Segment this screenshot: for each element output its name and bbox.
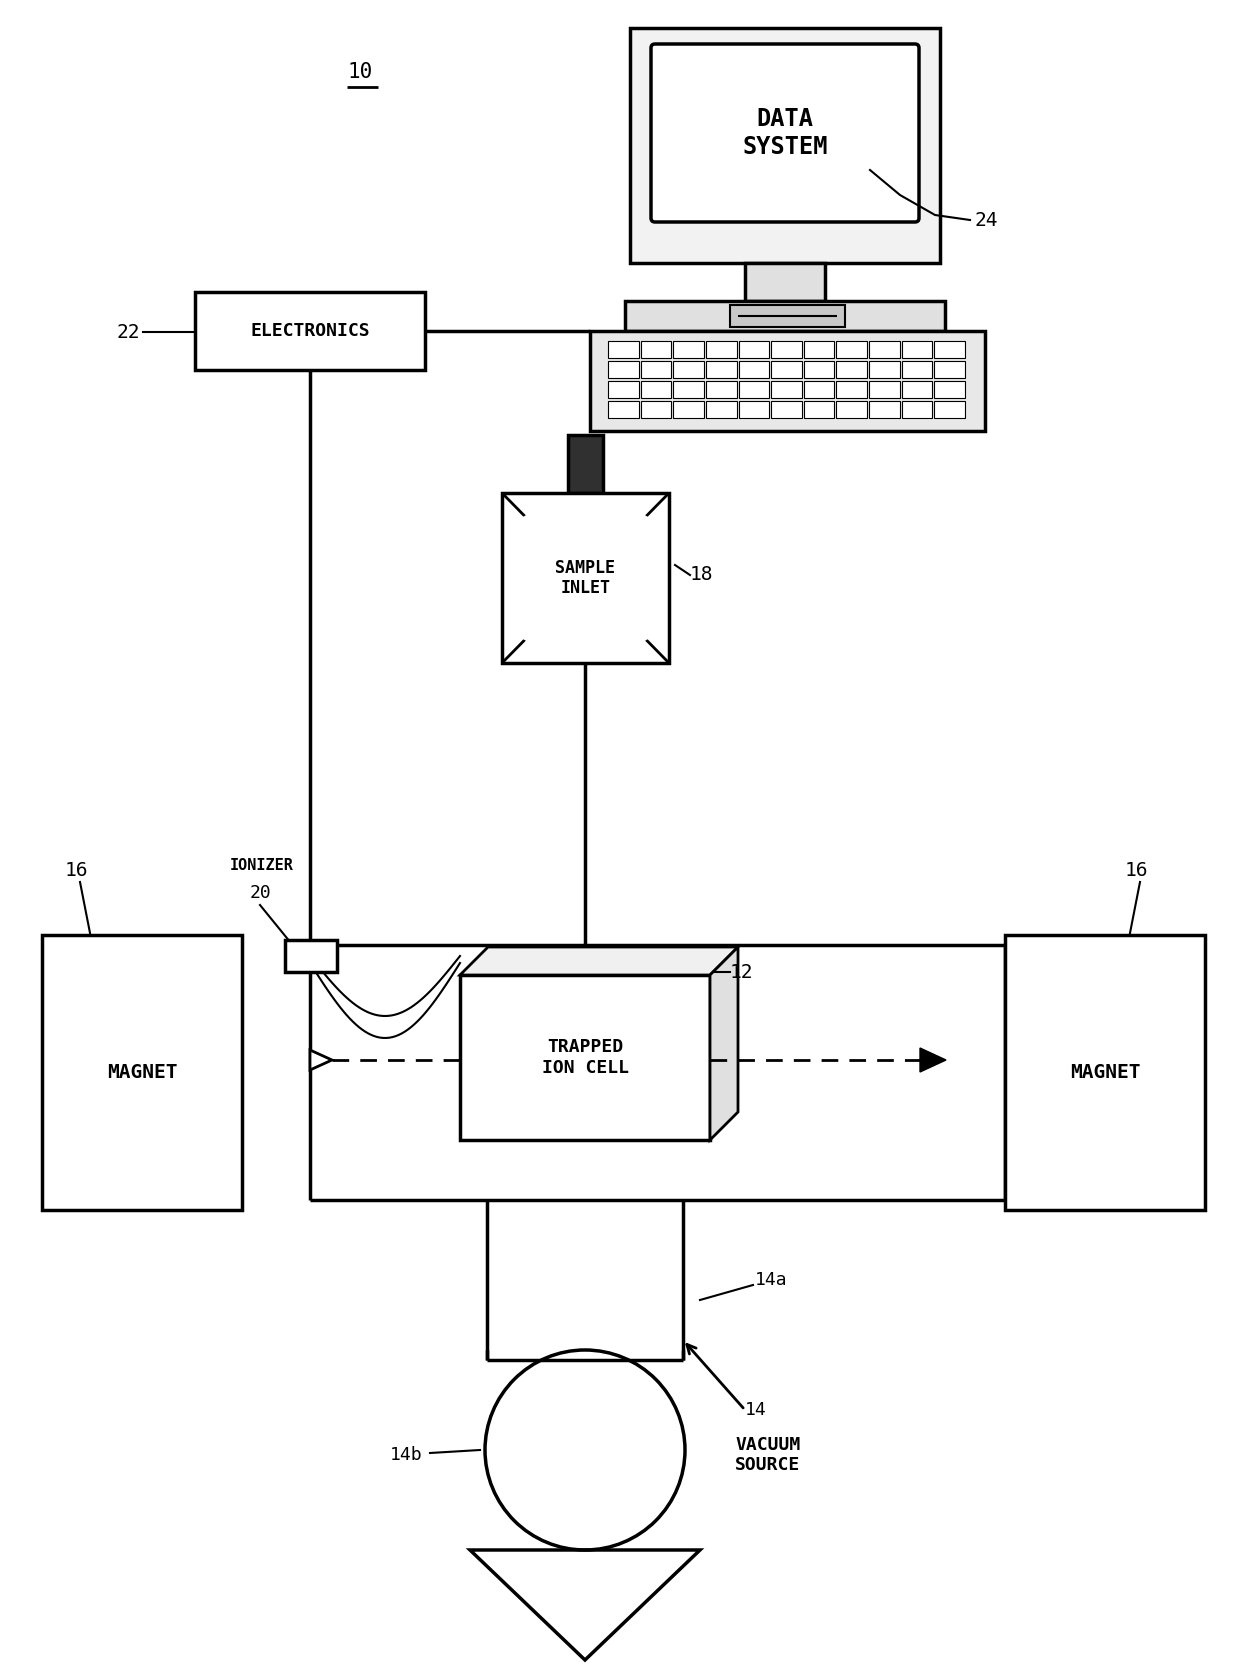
Bar (1004, 935, 1205, 1211)
Bar (730, 304, 844, 328)
Bar (935, 341, 965, 358)
Bar (869, 341, 900, 358)
Text: 14a: 14a (755, 1271, 787, 1289)
Bar (608, 381, 639, 398)
Bar (739, 341, 769, 358)
Bar (935, 361, 965, 378)
Bar (771, 401, 802, 418)
Text: 10: 10 (347, 62, 373, 82)
Bar (771, 361, 802, 378)
Bar (608, 401, 639, 418)
Bar (804, 361, 835, 378)
Bar (837, 381, 867, 398)
Bar (568, 435, 603, 493)
Bar (42, 935, 242, 1211)
Bar (641, 401, 671, 418)
Bar (804, 341, 835, 358)
Bar (901, 401, 932, 418)
Polygon shape (310, 1050, 332, 1070)
Text: ELECTRONICS: ELECTRONICS (250, 323, 370, 339)
Bar (771, 381, 802, 398)
Text: 20: 20 (250, 884, 272, 901)
Bar (901, 361, 932, 378)
Text: VACUUM
SOURCE: VACUUM SOURCE (735, 1436, 800, 1475)
Bar (625, 301, 945, 331)
Bar (706, 341, 737, 358)
Bar (935, 401, 965, 418)
Text: 16: 16 (1125, 861, 1148, 879)
Bar (837, 401, 867, 418)
Bar (739, 381, 769, 398)
Bar (630, 28, 940, 263)
Text: TRAPPED
ION CELL: TRAPPED ION CELL (542, 1038, 629, 1077)
Bar (673, 381, 704, 398)
Bar (641, 381, 671, 398)
Bar (745, 263, 825, 301)
Bar (804, 401, 835, 418)
Text: DATA
SYSTEM: DATA SYSTEM (743, 107, 828, 159)
Bar (869, 381, 900, 398)
FancyBboxPatch shape (651, 43, 919, 222)
Bar (502, 493, 670, 664)
Bar (641, 361, 671, 378)
Polygon shape (711, 946, 738, 1140)
Bar (195, 293, 425, 370)
Polygon shape (920, 1048, 946, 1072)
Bar (739, 401, 769, 418)
Bar (804, 381, 835, 398)
Text: MAGNET: MAGNET (107, 1063, 177, 1082)
Bar (590, 331, 985, 431)
Text: 24: 24 (975, 211, 998, 229)
Text: 12: 12 (730, 963, 754, 981)
Text: 16: 16 (64, 861, 88, 879)
Bar (706, 361, 737, 378)
Text: 14: 14 (745, 1401, 766, 1420)
Text: IONIZER: IONIZER (229, 858, 294, 873)
Bar (673, 341, 704, 358)
Bar (837, 341, 867, 358)
Bar (608, 361, 639, 378)
Text: 14b: 14b (391, 1446, 423, 1465)
Bar (935, 381, 965, 398)
Bar (608, 341, 639, 358)
Text: SAMPLE
INLET: SAMPLE INLET (556, 558, 615, 597)
Bar (837, 361, 867, 378)
Bar (706, 381, 737, 398)
Bar (673, 401, 704, 418)
Bar (901, 381, 932, 398)
Bar (771, 341, 802, 358)
Bar (869, 401, 900, 418)
Bar (739, 361, 769, 378)
Bar (901, 341, 932, 358)
Text: SAMPLE
INLET: SAMPLE INLET (556, 558, 615, 597)
Bar (673, 361, 704, 378)
Bar (641, 341, 671, 358)
Polygon shape (460, 946, 738, 975)
Text: MAGNET: MAGNET (1070, 1063, 1141, 1082)
Bar (869, 361, 900, 378)
Text: 22: 22 (117, 323, 140, 341)
Bar (460, 975, 711, 1140)
Bar (706, 401, 737, 418)
Bar (285, 940, 337, 971)
Text: 18: 18 (689, 565, 713, 585)
